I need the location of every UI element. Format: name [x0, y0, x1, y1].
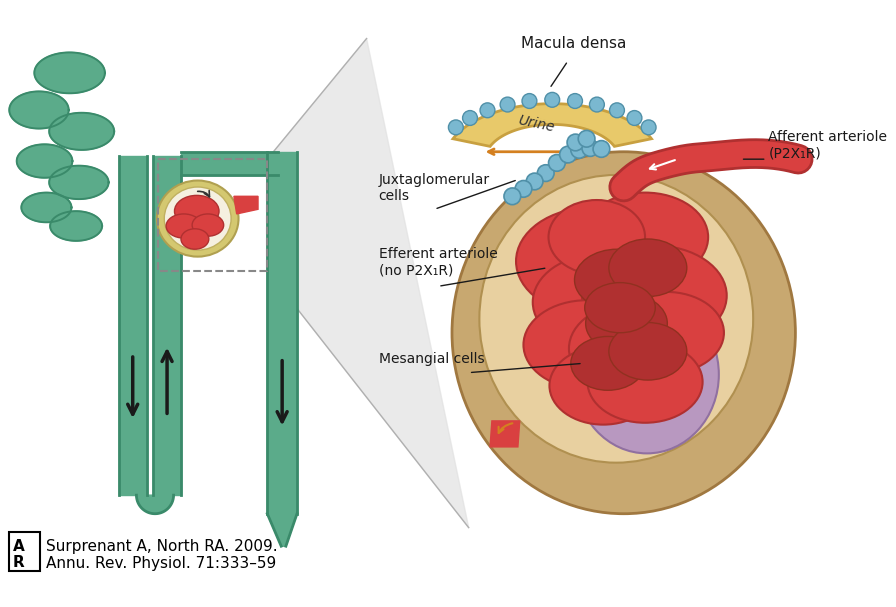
Text: R: R — [13, 555, 25, 571]
Ellipse shape — [175, 195, 219, 227]
Ellipse shape — [479, 175, 754, 463]
Text: Juxtaglomerular
cells: Juxtaglomerular cells — [379, 173, 490, 203]
Ellipse shape — [609, 239, 687, 297]
Ellipse shape — [569, 302, 702, 395]
Circle shape — [522, 93, 537, 109]
Ellipse shape — [452, 152, 796, 514]
Polygon shape — [22, 192, 72, 222]
Circle shape — [582, 140, 599, 157]
Circle shape — [526, 173, 543, 190]
Circle shape — [538, 164, 554, 181]
Polygon shape — [17, 144, 73, 178]
Polygon shape — [234, 196, 258, 214]
Ellipse shape — [609, 322, 687, 380]
Ellipse shape — [549, 347, 657, 425]
Text: Mesangial cells: Mesangial cells — [379, 353, 485, 367]
Circle shape — [642, 120, 656, 135]
Text: Macula densa: Macula densa — [521, 36, 626, 51]
Polygon shape — [9, 92, 69, 129]
Circle shape — [609, 103, 625, 118]
Circle shape — [578, 131, 595, 147]
Circle shape — [504, 188, 521, 205]
Circle shape — [545, 92, 560, 107]
Polygon shape — [453, 104, 651, 146]
Text: Annu. Rev. Physiol. 71:333–59: Annu. Rev. Physiol. 71:333–59 — [47, 557, 277, 571]
Circle shape — [627, 110, 642, 126]
Text: Efferent arteriole
(no P2X₁R): Efferent arteriole (no P2X₁R) — [379, 247, 497, 277]
Ellipse shape — [533, 254, 670, 350]
Ellipse shape — [588, 341, 702, 422]
Polygon shape — [490, 421, 520, 447]
Polygon shape — [267, 152, 297, 514]
Text: Urine: Urine — [517, 113, 556, 134]
Ellipse shape — [192, 214, 224, 236]
Ellipse shape — [575, 296, 719, 453]
Polygon shape — [50, 211, 102, 241]
Ellipse shape — [181, 229, 209, 249]
Polygon shape — [49, 166, 108, 199]
Ellipse shape — [157, 180, 238, 257]
Text: Afferent arteriole
(P2X₁R): Afferent arteriole (P2X₁R) — [769, 130, 887, 160]
Polygon shape — [267, 514, 297, 546]
Circle shape — [462, 110, 478, 126]
Circle shape — [515, 180, 532, 197]
Circle shape — [548, 155, 565, 171]
Circle shape — [560, 146, 576, 163]
Ellipse shape — [548, 200, 645, 274]
Text: Surprenant A, North RA. 2009.: Surprenant A, North RA. 2009. — [47, 539, 278, 554]
Text: A: A — [13, 539, 25, 554]
Ellipse shape — [516, 208, 668, 315]
Circle shape — [480, 103, 495, 118]
Ellipse shape — [586, 294, 668, 353]
Ellipse shape — [582, 192, 708, 282]
Polygon shape — [136, 495, 174, 514]
Ellipse shape — [585, 283, 655, 333]
Ellipse shape — [574, 249, 659, 310]
Circle shape — [571, 141, 588, 158]
Ellipse shape — [164, 187, 231, 250]
Bar — [9, 532, 40, 571]
Ellipse shape — [609, 292, 724, 373]
Circle shape — [567, 134, 584, 151]
Polygon shape — [153, 157, 181, 495]
Ellipse shape — [571, 336, 645, 390]
Polygon shape — [34, 52, 105, 93]
Bar — [158, 159, 267, 271]
Ellipse shape — [166, 214, 202, 238]
Circle shape — [448, 120, 463, 135]
Ellipse shape — [582, 245, 727, 346]
Polygon shape — [49, 113, 114, 150]
Polygon shape — [181, 152, 279, 175]
Polygon shape — [119, 157, 147, 495]
Circle shape — [500, 97, 515, 112]
Circle shape — [590, 97, 604, 112]
Ellipse shape — [523, 300, 650, 389]
Circle shape — [567, 93, 582, 109]
Circle shape — [593, 141, 610, 157]
Polygon shape — [267, 38, 469, 527]
